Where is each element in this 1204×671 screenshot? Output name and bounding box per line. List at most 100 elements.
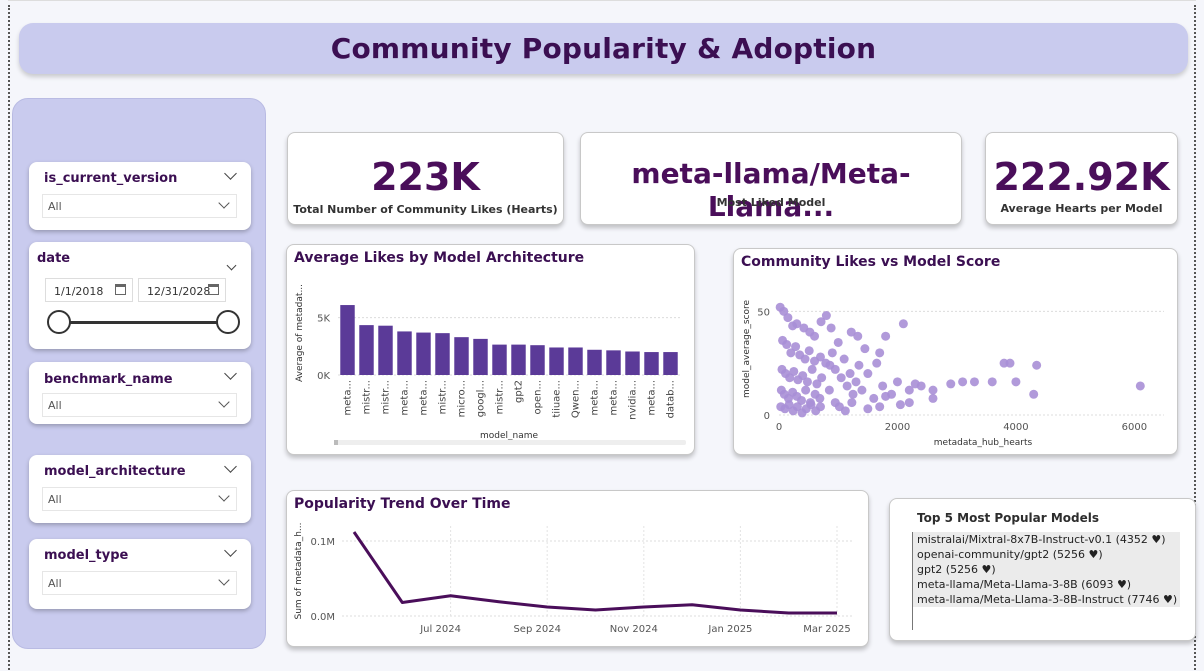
bar <box>549 347 564 375</box>
scatter-point <box>826 323 836 333</box>
x-axis-label: model_name <box>480 431 539 441</box>
slicer-title: date <box>37 251 71 266</box>
scatter-point <box>895 400 905 410</box>
scatter-point <box>792 402 802 412</box>
top-models-list: mistralai/Mixtral-8x7B-Instruct-v0.1 (43… <box>912 532 1180 630</box>
bar-chart-card[interactable]: Average Likes by Model Architecture 0K 5K… <box>286 244 695 455</box>
date-range-end-handle[interactable] <box>216 310 240 334</box>
x-tick-label: mistr... <box>362 380 373 414</box>
scatter-point <box>854 360 864 370</box>
scatter-point <box>801 385 811 395</box>
scatter-point <box>904 385 914 395</box>
scatter-point <box>1011 377 1021 387</box>
x-tick-label: googl... <box>476 380 487 417</box>
scatter-point <box>892 377 902 387</box>
slicer-date: date 1/1/2018 12/31/2028 <box>29 242 251 349</box>
top-models-card: Top 5 Most Popular Models mistralai/Mixt… <box>889 498 1196 641</box>
scatter-point <box>786 348 796 358</box>
bar <box>511 344 526 375</box>
chevron-down-icon[interactable] <box>226 260 237 271</box>
scatter-point <box>804 346 814 356</box>
chevron-down-icon[interactable] <box>224 544 237 557</box>
scatter-point <box>875 348 885 358</box>
scatter-point <box>853 331 863 341</box>
top-models-title: Top 5 Most Popular Models <box>917 511 1100 525</box>
chevron-down-icon[interactable] <box>224 460 237 473</box>
x-tick-label: tiiuae... <box>552 380 563 418</box>
is-current-version-dropdown[interactable]: All <box>42 194 237 218</box>
scatter-point <box>1032 360 1042 370</box>
scatter-point <box>817 373 827 383</box>
bar <box>625 351 640 375</box>
trend-line <box>352 531 837 615</box>
list-item[interactable]: openai-community/gpt2 (5256 ♥) <box>913 547 1180 562</box>
y-axis-label: Average of metadat... <box>295 284 305 382</box>
dropdown-value: All <box>48 493 62 506</box>
chevron-down-icon[interactable] <box>224 367 237 380</box>
scatter-point <box>815 402 825 412</box>
y-tick-label: 50 <box>757 307 770 318</box>
chevron-down-icon <box>218 396 230 408</box>
scatter-point <box>869 393 879 403</box>
x-tick-label: mistr... <box>381 380 392 414</box>
scatter-point <box>807 364 817 374</box>
kpi-card-most-liked[interactable]: meta-llama/Meta-Llama... Most Liked Mode… <box>580 132 962 225</box>
benchmark-name-dropdown[interactable]: All <box>42 393 237 417</box>
date-end-input[interactable]: 12/31/2028 <box>138 278 226 302</box>
date-range-track[interactable] <box>59 321 227 324</box>
bar <box>492 344 507 375</box>
kpi-card-average-hearts[interactable]: 222.92K Average Hearts per Model <box>985 132 1178 225</box>
x-tick-label: Jul 2024 <box>419 624 461 635</box>
date-range-start-handle[interactable] <box>47 310 71 334</box>
x-tick-label: Sep 2024 <box>513 624 560 635</box>
x-tick-label: micro... <box>457 380 468 417</box>
list-item[interactable]: gpt2 (5256 ♥) <box>913 562 1180 577</box>
slicer-model-architecture: model_architecture All <box>29 455 251 523</box>
bar <box>435 333 450 375</box>
y-tick-label: 5K <box>317 314 330 325</box>
bar <box>340 305 355 375</box>
chart-title: Popularity Trend Over Time <box>294 496 511 512</box>
model-architecture-dropdown[interactable]: All <box>42 487 237 511</box>
y-tick-label: 0.1M <box>310 537 335 548</box>
x-tick-label: Qwen... <box>571 380 582 418</box>
bar <box>568 347 583 375</box>
scatter-point <box>839 354 849 364</box>
chevron-down-icon[interactable] <box>224 167 237 180</box>
scatter-point <box>928 385 938 395</box>
model-type-dropdown[interactable]: All <box>42 571 237 595</box>
scatter-chart-card[interactable]: Community Likes vs Model Score 0 50 0 2000 4… <box>733 248 1178 455</box>
x-tick-label: open... <box>533 380 544 415</box>
x-tick-label: mistr... <box>495 380 506 414</box>
chevron-down-icon <box>218 490 230 502</box>
calendar-icon[interactable] <box>208 284 219 295</box>
list-item[interactable]: mistralai/Mixtral-8x7B-Instruct-v0.1 (43… <box>913 532 1180 547</box>
list-item[interactable]: meta-llama/Meta-Llama-3-8B (6093 ♥) <box>913 577 1180 592</box>
x-tick-label: meta... <box>343 380 354 415</box>
scrollbar <box>334 440 686 445</box>
bar-chart: 0K 5K meta... mistr... mistr... meta... meta..… <box>295 284 686 445</box>
calendar-icon[interactable] <box>115 284 126 295</box>
scatter-point <box>969 377 979 387</box>
list-item[interactable]: meta-llama/Meta-Llama-3-8B-Instruct (774… <box>913 592 1180 607</box>
scatter-point <box>842 381 852 391</box>
scatter-point <box>802 377 812 387</box>
line-chart-card[interactable]: Popularity Trend Over Time 0.0M 0.1M Jul 2… <box>286 490 869 647</box>
chevron-down-icon <box>218 574 230 586</box>
scatter-point <box>1005 358 1015 368</box>
dropdown-value: All <box>48 200 62 213</box>
page-title: Community Popularity & Adoption <box>330 32 877 65</box>
chart-title: Average Likes by Model Architecture <box>294 250 585 266</box>
x-tick-label: nvidia... <box>628 380 639 420</box>
bar <box>416 332 431 375</box>
scatter-point <box>847 398 857 408</box>
x-tick-label: Nov 2024 <box>610 624 658 635</box>
kpi-card-total-likes[interactable]: 223K Total Number of Community Likes (He… <box>287 132 564 225</box>
scatter-point <box>798 371 808 381</box>
kpi-value: 223K <box>371 155 480 199</box>
scatter-point <box>815 393 825 403</box>
scatter-point <box>810 331 820 341</box>
scatter-point <box>806 400 816 410</box>
chevron-down-icon <box>218 197 230 209</box>
date-start-input[interactable]: 1/1/2018 <box>45 278 133 302</box>
